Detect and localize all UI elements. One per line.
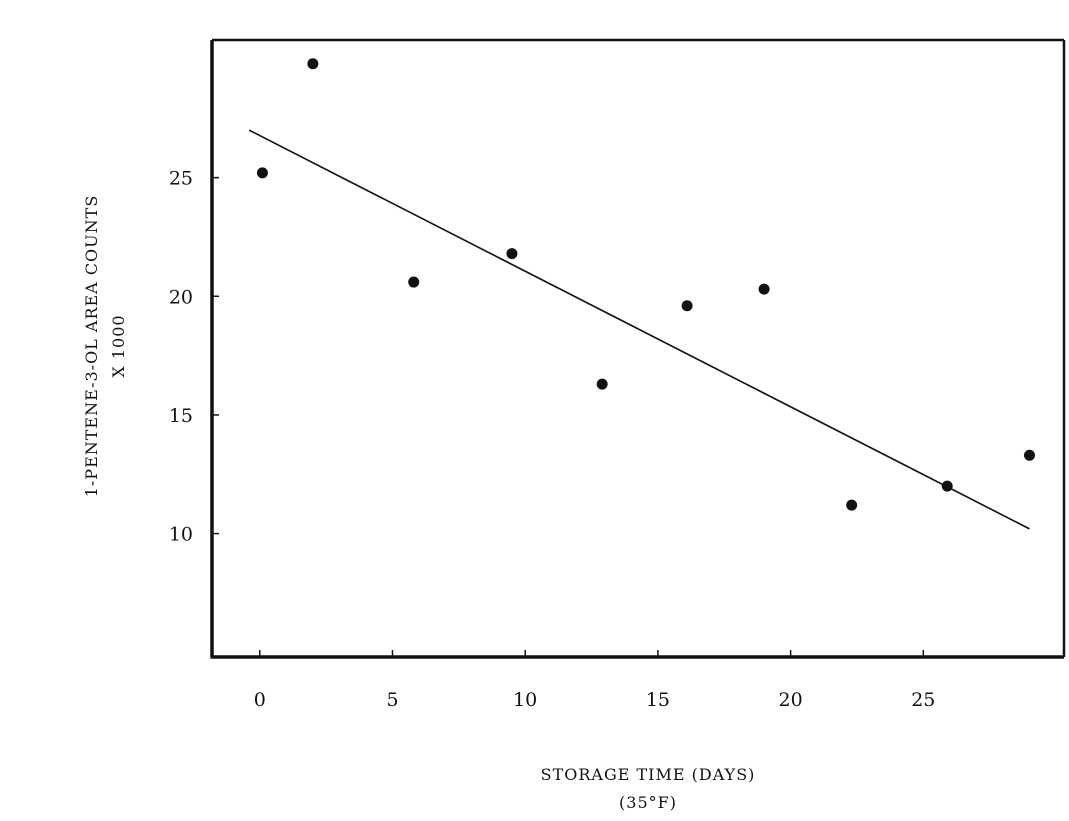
axis-titles: STORAGE TIME (DAYS) (35°F) 1-PENTENE-3-O… xyxy=(82,195,756,812)
x-tick-label-1: 5 xyxy=(386,689,398,711)
regression-line xyxy=(248,129,1030,530)
data-point-2 xyxy=(408,276,420,288)
data-point-7 xyxy=(846,499,858,511)
data-point-9 xyxy=(1023,449,1035,461)
x-axis-title: STORAGE TIME (DAYS) xyxy=(541,765,756,784)
data-point-1 xyxy=(307,58,319,70)
x-tick-label-2: 10 xyxy=(513,689,537,711)
data-point-5 xyxy=(681,300,693,312)
y-axis-title: 1-PENTENE-3-OL AREA COUNTS xyxy=(82,195,101,498)
y-tick-label-0: 10 xyxy=(169,524,193,546)
y-tick-label-1: 15 xyxy=(169,405,193,427)
plot-marks xyxy=(248,58,1035,530)
axes: 0 5 10 15 20 25 10 15 20 25 xyxy=(169,38,1066,711)
data-point-4 xyxy=(596,378,608,390)
data-point-6 xyxy=(758,283,770,295)
x-tick-label-0: 0 xyxy=(254,689,266,711)
x-tick-label-3: 15 xyxy=(646,689,670,711)
y-tick-label-3: 25 xyxy=(169,168,193,190)
data-point-3 xyxy=(506,248,518,260)
y-axis-subtitle: X 1000 xyxy=(109,314,128,377)
data-point-0 xyxy=(256,167,268,179)
y-tick-label-2: 20 xyxy=(169,286,193,308)
x-axis-subtitle: (35°F) xyxy=(619,793,677,812)
x-tick-label-4: 20 xyxy=(779,689,803,711)
x-tick-label-5: 25 xyxy=(911,689,935,711)
